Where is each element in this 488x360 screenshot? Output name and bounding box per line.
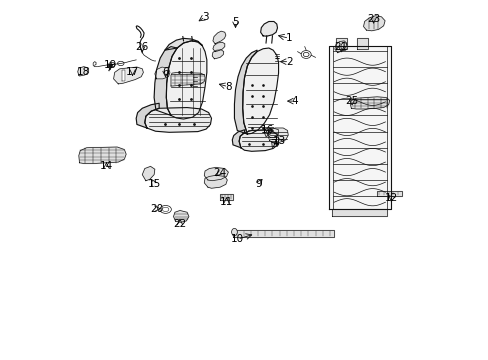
Polygon shape [242, 48, 278, 134]
Text: 22: 22 [173, 219, 186, 229]
Polygon shape [166, 41, 206, 119]
Text: 9: 9 [255, 179, 262, 189]
Polygon shape [204, 175, 227, 188]
Text: 5: 5 [232, 17, 238, 27]
Text: 23: 23 [366, 14, 380, 24]
Polygon shape [142, 166, 155, 181]
Polygon shape [335, 39, 346, 49]
Polygon shape [334, 41, 346, 53]
Polygon shape [349, 97, 389, 109]
Polygon shape [232, 130, 244, 148]
Text: 13: 13 [272, 136, 285, 145]
Polygon shape [122, 69, 125, 81]
Polygon shape [328, 45, 390, 209]
Text: 2: 2 [285, 57, 292, 67]
Ellipse shape [231, 228, 237, 235]
Text: 7: 7 [269, 139, 276, 149]
Polygon shape [78, 67, 88, 76]
Polygon shape [79, 147, 126, 163]
Text: 16: 16 [261, 125, 274, 135]
Text: 20: 20 [150, 204, 163, 214]
Polygon shape [363, 16, 384, 31]
Text: 4: 4 [291, 96, 297, 106]
Text: 1: 1 [285, 33, 292, 43]
Polygon shape [204, 167, 228, 181]
Polygon shape [376, 192, 401, 196]
Polygon shape [154, 46, 177, 116]
Text: 15: 15 [147, 179, 161, 189]
Polygon shape [136, 103, 159, 128]
Polygon shape [173, 211, 188, 222]
Text: 11: 11 [220, 197, 233, 207]
Text: 25: 25 [345, 96, 358, 106]
Text: 17: 17 [126, 67, 139, 77]
Polygon shape [155, 67, 169, 79]
Polygon shape [264, 128, 271, 136]
Text: 24: 24 [212, 168, 225, 178]
Polygon shape [144, 108, 211, 132]
Text: 21: 21 [334, 42, 347, 52]
Text: 8: 8 [224, 82, 231, 92]
Polygon shape [267, 128, 278, 138]
Polygon shape [212, 31, 225, 44]
Polygon shape [164, 39, 202, 50]
Text: 12: 12 [384, 193, 397, 203]
Text: 26: 26 [135, 42, 149, 52]
Polygon shape [233, 230, 333, 237]
Polygon shape [113, 67, 143, 84]
Polygon shape [267, 128, 287, 142]
Text: 6: 6 [162, 67, 168, 77]
Polygon shape [212, 42, 224, 51]
Polygon shape [239, 130, 278, 151]
Text: 14: 14 [100, 161, 113, 171]
Polygon shape [260, 22, 277, 36]
Text: 18: 18 [76, 67, 90, 77]
Polygon shape [357, 39, 367, 49]
Polygon shape [212, 50, 223, 59]
Polygon shape [234, 50, 257, 134]
Text: 19: 19 [103, 60, 117, 70]
Polygon shape [171, 72, 204, 86]
Text: 3: 3 [202, 12, 208, 22]
Polygon shape [220, 194, 233, 200]
Text: 10: 10 [230, 234, 244, 244]
Polygon shape [332, 209, 386, 216]
